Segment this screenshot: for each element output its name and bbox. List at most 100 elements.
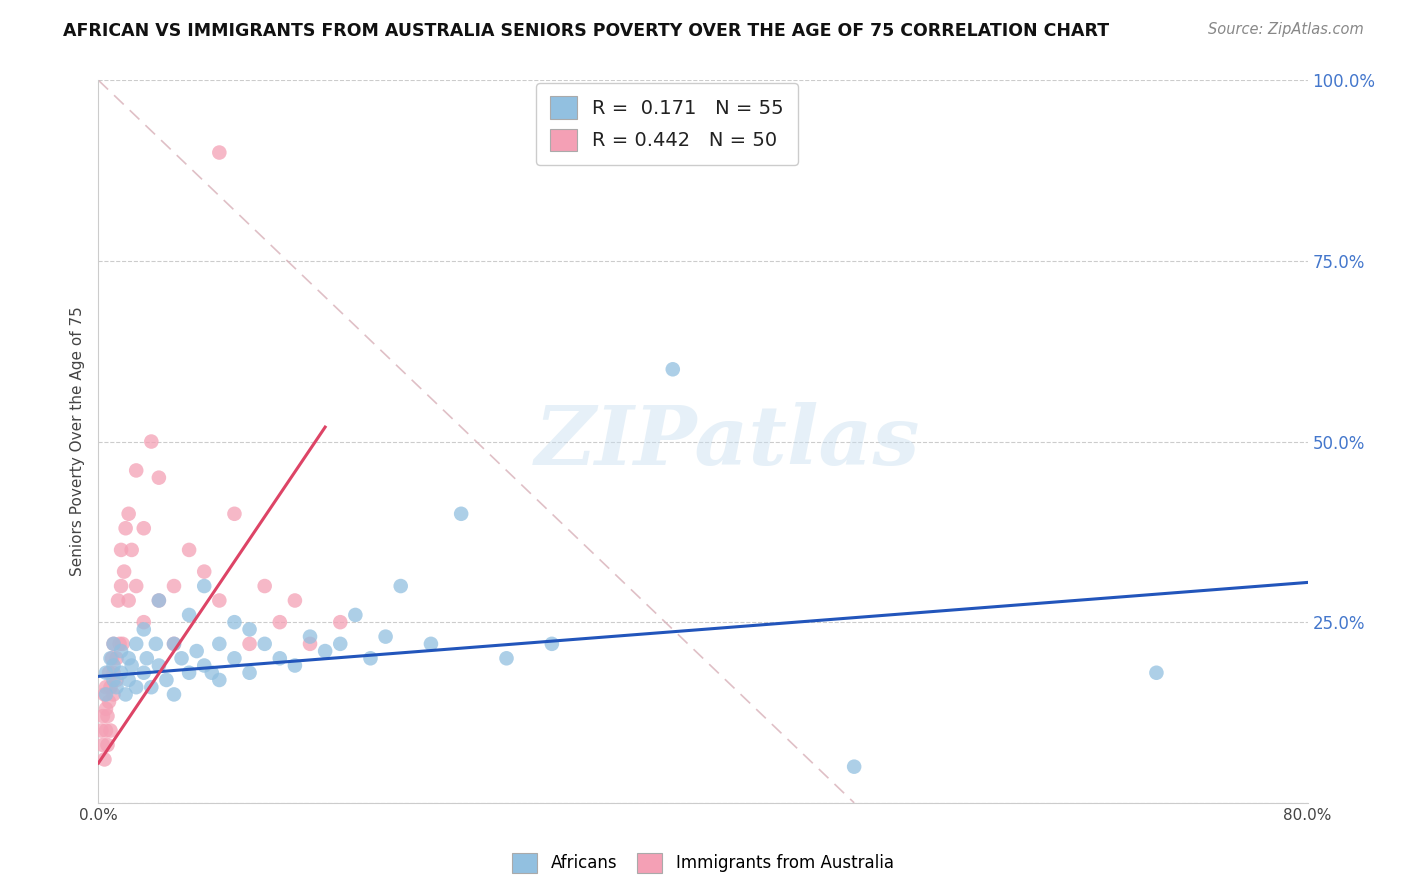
Point	[344, 607, 367, 622]
Point	[110, 542, 132, 557]
Point	[148, 593, 170, 607]
Point	[360, 651, 382, 665]
Legend: Africans, Immigrants from Australia: Africans, Immigrants from Australia	[506, 847, 900, 880]
Point	[179, 665, 201, 680]
Point	[118, 507, 141, 521]
Point	[118, 673, 141, 687]
Point	[420, 637, 443, 651]
Point	[239, 637, 262, 651]
Point	[163, 637, 186, 651]
Point	[105, 651, 128, 665]
Point	[132, 623, 155, 637]
Point	[125, 463, 148, 477]
Point	[96, 738, 118, 752]
Point	[155, 673, 177, 687]
Point	[284, 593, 307, 607]
Point	[193, 658, 215, 673]
Point	[224, 651, 246, 665]
Point	[145, 637, 167, 651]
Point	[450, 507, 472, 521]
Point	[208, 673, 231, 687]
Point	[121, 658, 143, 673]
Point	[540, 637, 562, 651]
Point	[93, 687, 115, 701]
Point	[114, 521, 136, 535]
Point	[148, 593, 170, 607]
Point	[94, 702, 117, 716]
Point	[110, 644, 132, 658]
Point	[110, 579, 132, 593]
Point	[98, 695, 121, 709]
Point	[132, 521, 155, 535]
Point	[114, 687, 136, 701]
Point	[329, 615, 352, 630]
Point	[224, 507, 246, 521]
Point	[132, 615, 155, 630]
Point	[299, 630, 322, 644]
Point	[101, 651, 124, 665]
Point	[163, 687, 186, 701]
Point	[193, 565, 215, 579]
Point	[91, 738, 114, 752]
Point	[98, 665, 121, 680]
Y-axis label: Seniors Poverty Over the Age of 75: Seniors Poverty Over the Age of 75	[70, 307, 86, 576]
Point	[108, 637, 131, 651]
Point	[661, 362, 683, 376]
Point	[125, 579, 148, 593]
Point	[91, 709, 114, 723]
Point	[103, 687, 125, 701]
Point	[105, 680, 128, 694]
Point	[90, 723, 112, 738]
Point	[135, 651, 157, 665]
Point	[141, 680, 163, 694]
Point	[179, 607, 201, 622]
Point	[224, 615, 246, 630]
Point	[186, 644, 208, 658]
Point	[125, 637, 148, 651]
Point	[94, 687, 117, 701]
Point	[93, 752, 115, 766]
Point	[111, 637, 134, 651]
Point	[103, 637, 125, 651]
Point	[163, 637, 186, 651]
Point	[314, 644, 336, 658]
Point	[208, 637, 231, 651]
Point	[103, 665, 125, 680]
Point	[100, 651, 122, 665]
Text: ZIPatlas: ZIPatlas	[534, 401, 920, 482]
Point	[100, 680, 122, 694]
Point	[170, 651, 193, 665]
Point	[208, 593, 231, 607]
Point	[107, 593, 129, 607]
Point	[141, 434, 163, 449]
Point	[208, 145, 231, 160]
Point	[239, 665, 262, 680]
Text: Source: ZipAtlas.com: Source: ZipAtlas.com	[1208, 22, 1364, 37]
Point	[94, 680, 117, 694]
Point	[103, 673, 125, 687]
Point	[132, 665, 155, 680]
Point	[110, 665, 132, 680]
Point	[269, 615, 291, 630]
Point	[239, 623, 262, 637]
Point	[329, 637, 352, 651]
Point	[94, 665, 117, 680]
Point	[201, 665, 224, 680]
Point	[495, 651, 517, 665]
Point	[118, 651, 141, 665]
Point	[148, 470, 170, 484]
Point	[163, 579, 186, 593]
Point	[103, 658, 125, 673]
Point	[284, 658, 307, 673]
Point	[179, 542, 201, 557]
Point	[100, 723, 122, 738]
Point	[118, 593, 141, 607]
Point	[299, 637, 322, 651]
Point	[193, 579, 215, 593]
Point	[103, 637, 125, 651]
Point	[96, 709, 118, 723]
Legend: R =  0.171   N = 55, R = 0.442   N = 50: R = 0.171 N = 55, R = 0.442 N = 50	[536, 83, 797, 165]
Point	[389, 579, 412, 593]
Point	[844, 760, 866, 774]
Text: AFRICAN VS IMMIGRANTS FROM AUSTRALIA SENIORS POVERTY OVER THE AGE OF 75 CORRELAT: AFRICAN VS IMMIGRANTS FROM AUSTRALIA SEN…	[63, 22, 1109, 40]
